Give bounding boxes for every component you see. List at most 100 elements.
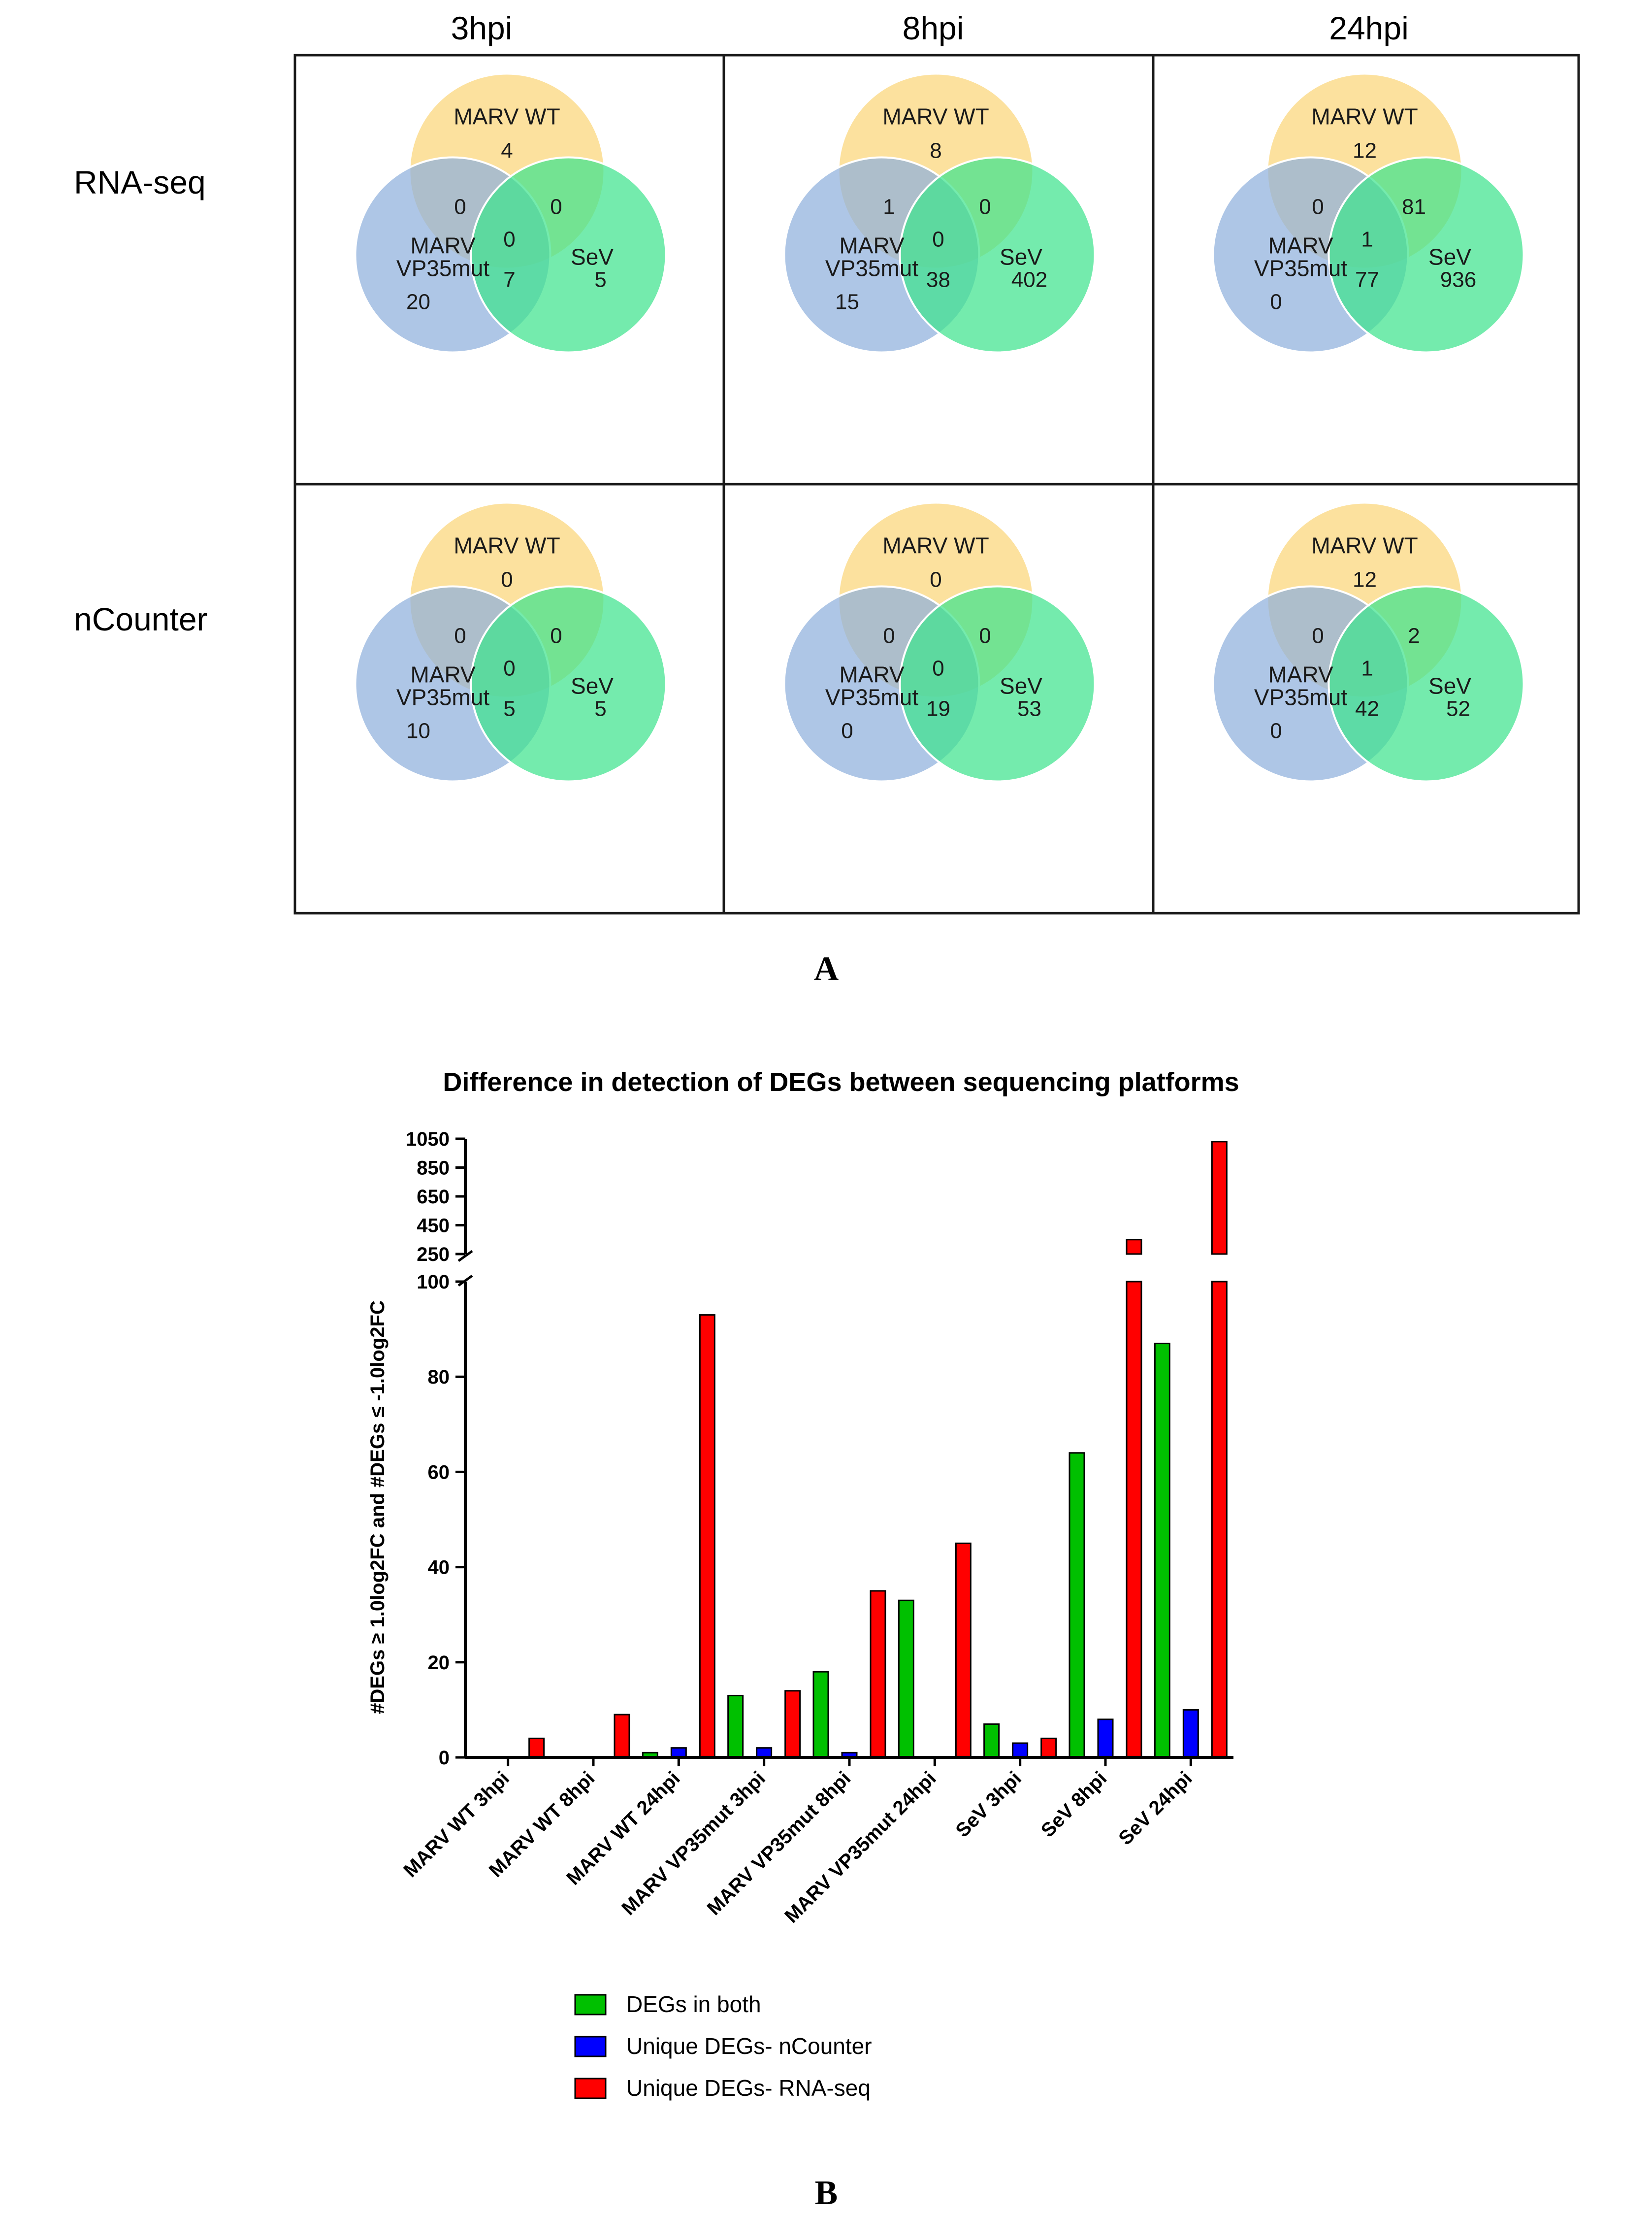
label-marv-vp35mut-line2: VP35mut: [825, 256, 918, 281]
count-sev-only: 936: [1440, 268, 1476, 292]
label-marv-wt: MARV WT: [453, 104, 560, 130]
count-all-three: 0: [932, 657, 944, 681]
bar-degs-in-both-sev-24hpi: [1154, 1343, 1170, 1758]
circle-sev: [1328, 156, 1525, 354]
label-marv-wt: MARV WT: [453, 533, 560, 559]
circle-sev: [899, 585, 1096, 783]
y-tick-label: 650: [417, 1186, 450, 1208]
count-all-three: 1: [1361, 657, 1373, 681]
count-wt-sev-overlap: 0: [550, 624, 562, 648]
circle-sev: [1328, 585, 1525, 783]
count-vp35-only: 0: [1270, 290, 1282, 314]
count-vp35-only: 20: [406, 290, 430, 314]
count-vp35-only: 0: [1270, 719, 1282, 743]
bar-degs-in-both-sev-8hpi: [1069, 1452, 1085, 1758]
bar-unique-degs-rna-seq-sev-24hpi-upper: [1211, 1141, 1228, 1255]
count-all-three: 1: [1361, 228, 1373, 252]
label-marv-vp35mut-line1: MARV: [410, 233, 475, 259]
label-marv-vp35mut-line1: MARV: [839, 233, 904, 259]
venn-grid-frame: [293, 54, 1580, 915]
bar-unique-degs-rna-seq-marv-vp35mut-24hpi: [955, 1542, 972, 1758]
legend: DEGs in both Unique DEGs- nCounter Unique …: [574, 1991, 872, 2101]
label-sev: SeV: [1428, 673, 1471, 699]
y-tick-label: 250: [417, 1244, 450, 1265]
count-sev-only: 53: [1017, 697, 1041, 721]
panel-b-label: B: [815, 2174, 838, 2212]
bar-unique-degs-rna-seq-marv-vp35mut-8hpi: [870, 1590, 886, 1758]
bar-unique-degs-rna-seq-marv-wt-24hpi: [699, 1314, 715, 1758]
y-tick-label: 450: [417, 1215, 450, 1237]
label-marv-vp35mut-line2: VP35mut: [1254, 256, 1347, 281]
count-all-three: 0: [932, 228, 944, 252]
count-marv-wt-only: 0: [501, 568, 513, 592]
bar-unique-degs-ncounter-sev-3hpi: [1012, 1742, 1029, 1758]
count-all-three: 0: [503, 228, 515, 252]
panel-a-venn-grid: 3hpi 8hpi 24hpi RNA-seq nCounter MARV WT…: [74, 10, 1580, 988]
bar-unique-degs-rna-seq-marv-vp35mut-3hpi: [784, 1690, 801, 1758]
count-wt-vp35-overlap: 0: [454, 624, 466, 648]
label-sev: SeV: [1000, 244, 1042, 270]
count-marv-wt-only: 12: [1353, 139, 1377, 163]
count-marv-wt-only: 0: [930, 568, 941, 592]
count-vp35-only: 0: [841, 719, 853, 743]
label-marv-vp35mut-line1: MARV: [410, 662, 475, 688]
count-vp35-only: 15: [835, 290, 859, 314]
y-tick-label: 80: [428, 1366, 450, 1388]
label-sev: SeV: [571, 244, 614, 270]
count-vp35-sev-overlap: 7: [503, 268, 515, 292]
y-tick-label: 60: [428, 1461, 450, 1483]
count-vp35-sev-overlap: 5: [503, 697, 515, 721]
panel-a-label: A: [814, 950, 839, 988]
bar-unique-degs-rna-seq-marv-wt-3hpi: [528, 1737, 545, 1758]
label-marv-vp35mut-line2: VP35mut: [825, 685, 918, 710]
x-tick-label: SeV 24hpi: [1114, 1767, 1196, 1849]
x-tick-label: SeV 3hpi: [951, 1767, 1026, 1842]
count-wt-vp35-overlap: 1: [883, 195, 895, 219]
count-vp35-sev-overlap: 42: [1355, 697, 1379, 721]
circle-sev: [470, 156, 667, 354]
label-marv-wt: MARV WT: [1311, 104, 1418, 130]
label-marv-wt: MARV WT: [882, 533, 989, 559]
circle-sev: [470, 585, 667, 783]
count-wt-vp35-overlap: 0: [1312, 195, 1324, 219]
x-tick-label: MARV VP35mut 8hpi: [703, 1767, 855, 1919]
bar-unique-degs-rna-seq-sev-3hpi: [1040, 1737, 1057, 1758]
label-marv-vp35mut-line1: MARV: [1268, 233, 1333, 259]
label-marv-vp35mut-line2: VP35mut: [1254, 685, 1347, 710]
bar-degs-in-both-marv-vp35mut-3hpi: [727, 1694, 744, 1758]
y-tick-label: 0: [439, 1747, 450, 1769]
label-marv-vp35mut-line1: MARV: [1268, 662, 1333, 688]
bar-unique-degs-rna-seq-sev-24hpi-lower: [1211, 1281, 1228, 1758]
chart-title: Difference in detection of DEGs between …: [443, 1067, 1239, 1097]
count-vp35-sev-overlap: 38: [926, 268, 950, 292]
count-sev-only: 5: [594, 268, 606, 292]
count-sev-only: 402: [1011, 268, 1047, 292]
legend-label-unique-degs-rna-seq: Unique DEGs- RNA-seq: [626, 2075, 871, 2101]
count-vp35-only: 10: [406, 719, 430, 743]
row-header-rna-seq: RNA-seq: [74, 164, 206, 200]
y-tick-label: 20: [428, 1652, 450, 1674]
panel-b-bar-chart: Difference in detection of DEGs between …: [367, 1067, 1239, 2212]
bar-degs-in-both-marv-vp35mut-8hpi: [812, 1671, 829, 1758]
column-header-8hpi: 8hpi: [903, 10, 964, 46]
legend-label-degs-in-both: DEGs in both: [626, 1991, 761, 2017]
label-marv-vp35mut-line2: VP35mut: [396, 685, 489, 710]
bar-unique-degs-ncounter-sev-24hpi: [1182, 1709, 1199, 1758]
count-marv-wt-only: 12: [1353, 568, 1377, 592]
count-wt-sev-overlap: 0: [979, 624, 991, 648]
legend-swatch-degs-in-both: [574, 1994, 607, 2016]
label-sev: SeV: [1000, 673, 1042, 699]
label-marv-wt: MARV WT: [1311, 533, 1418, 559]
count-vp35-sev-overlap: 19: [926, 697, 950, 721]
column-header-24hpi: 24hpi: [1329, 10, 1409, 46]
y-tick-label: 1050: [406, 1128, 450, 1150]
label-sev: SeV: [571, 673, 614, 699]
